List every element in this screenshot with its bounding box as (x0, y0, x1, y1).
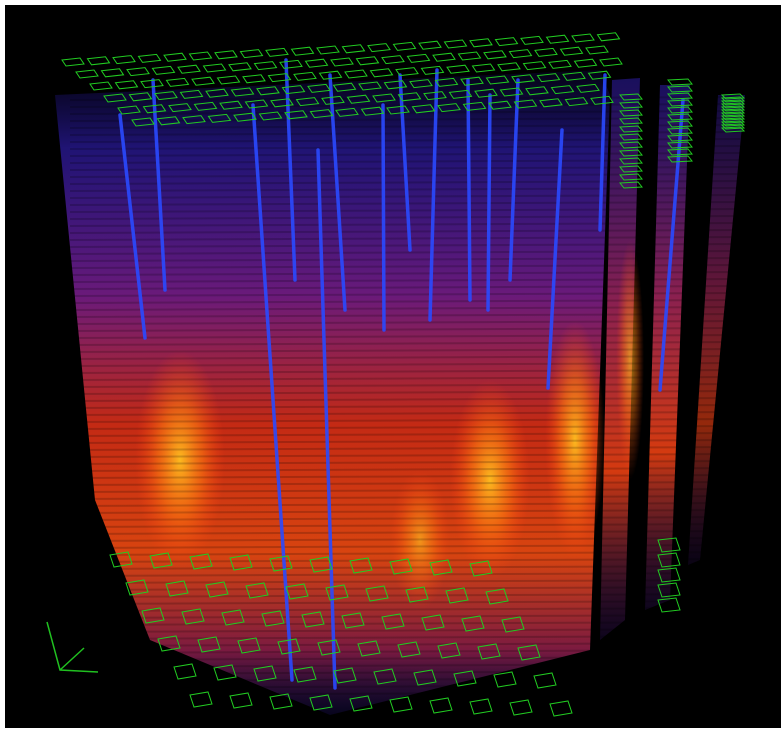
well (383, 105, 384, 330)
well (488, 95, 490, 310)
hotspot (450, 380, 530, 580)
volume-render-view (0, 0, 781, 733)
hotspot (135, 350, 225, 570)
well (468, 80, 470, 300)
hotspot (616, 240, 644, 480)
page: (() => { const svg = document.getElement… (0, 0, 781, 733)
